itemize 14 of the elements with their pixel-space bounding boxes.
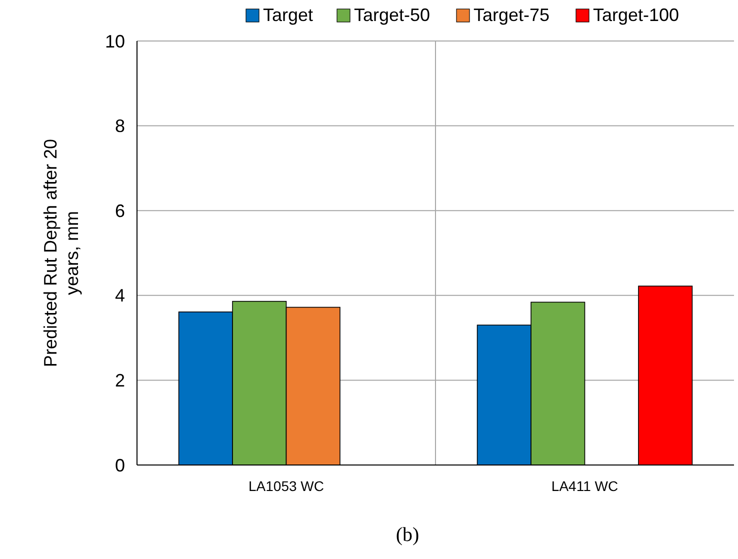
y-tick-label: 6 [114,200,125,221]
y-tick-label: 4 [114,286,125,306]
y-tick-label: 0 [114,455,125,476]
y-tick-label: 2 [114,370,125,390]
x-tick-label: LA1053 WC [248,478,324,494]
y-tick-label: 10 [104,31,125,52]
legend-label: Target-100 [593,5,680,25]
legend-label: Target-75 [474,5,550,25]
y-axis-title: Predicted Rut Depth after 20 years, mm [40,138,82,368]
y-tick-label: 8 [114,116,125,136]
legend-label: Target-50 [354,5,430,25]
x-tick-label: LA411 WC [551,478,618,494]
text: (b) [396,524,420,546]
legend-label: Target [263,5,314,25]
